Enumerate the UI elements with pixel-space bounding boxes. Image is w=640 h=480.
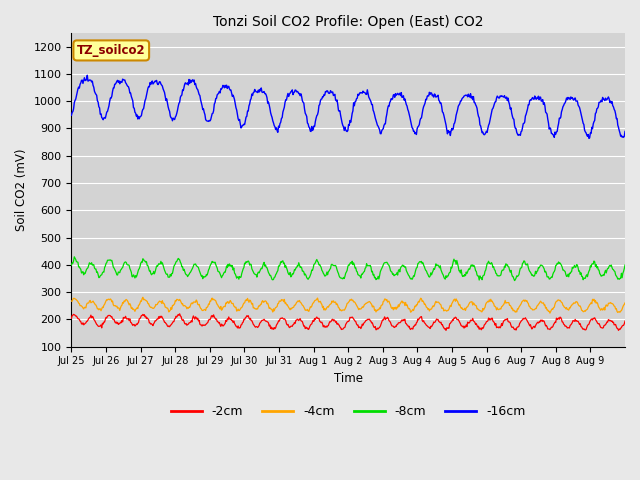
- Text: TZ_soilco2: TZ_soilco2: [77, 44, 145, 57]
- Legend: -2cm, -4cm, -8cm, -16cm: -2cm, -4cm, -8cm, -16cm: [166, 400, 531, 423]
- Y-axis label: Soil CO2 (mV): Soil CO2 (mV): [15, 149, 28, 231]
- Title: Tonzi Soil CO2 Profile: Open (East) CO2: Tonzi Soil CO2 Profile: Open (East) CO2: [213, 15, 483, 29]
- X-axis label: Time: Time: [333, 372, 363, 385]
